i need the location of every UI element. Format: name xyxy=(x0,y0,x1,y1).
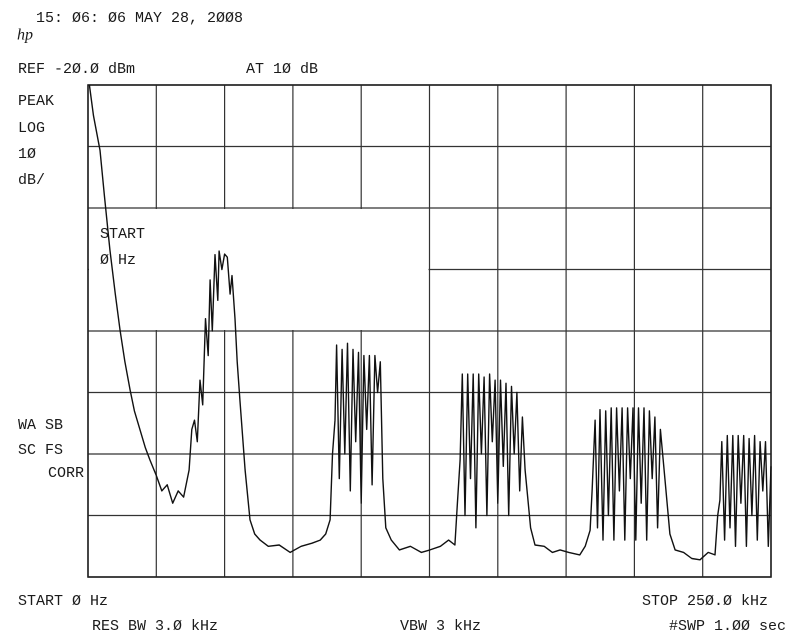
status-label: SC FS xyxy=(18,442,63,459)
attenuation: AT 1Ø dB xyxy=(246,61,318,78)
plot-frame xyxy=(87,84,772,578)
status-label: WA SB xyxy=(18,417,63,434)
ref-level: REF -2Ø.Ø dBm xyxy=(18,61,135,78)
left-label: 1Ø xyxy=(18,146,36,163)
start-label: START Ø Hz xyxy=(18,593,108,610)
status-label: CORR xyxy=(48,465,84,482)
sweep-label: #SWP 1.ØØ sec xyxy=(669,618,786,635)
annotation-box xyxy=(89,209,429,330)
vbw-label: VBW 3 kHz xyxy=(400,618,481,635)
timestamp: 15: Ø6: Ø6 MAY 28, 2ØØ8 xyxy=(36,10,243,27)
rbw-label: RES BW 3.Ø kHz xyxy=(92,618,218,635)
trace xyxy=(88,84,772,561)
stop-label: STOP 25Ø.Ø kHz xyxy=(642,593,768,610)
plot-area: START Ø Hz xyxy=(87,84,772,578)
start-box-label: Ø Hz xyxy=(100,252,136,269)
left-label: LOG xyxy=(18,120,45,137)
logo: hp xyxy=(17,27,33,44)
left-label: dB/ xyxy=(18,172,45,189)
start-box-label: START xyxy=(100,226,145,243)
left-label: PEAK xyxy=(18,93,54,110)
